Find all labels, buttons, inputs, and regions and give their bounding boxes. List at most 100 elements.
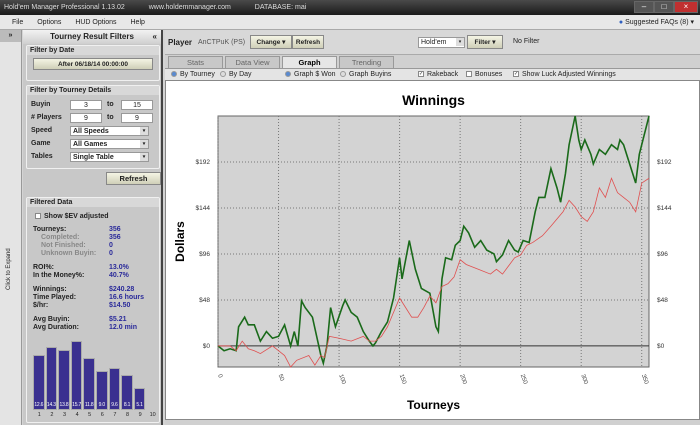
game-type-select[interactable]: Hold'em ▾ (418, 37, 465, 48)
y-tick-label-left: $0 (203, 343, 211, 350)
speed-select[interactable]: All Speeds ▾ (70, 126, 149, 136)
tab-data-view[interactable]: Data View (225, 56, 280, 68)
luck-adjusted-line (218, 177, 650, 368)
tab-stats[interactable]: Stats (168, 56, 223, 68)
menu-help[interactable]: Help (130, 19, 145, 26)
maximize-button[interactable]: □ (654, 1, 674, 13)
change-player-button[interactable]: Change ▾ (250, 35, 292, 49)
expand-arrow[interactable]: » (0, 30, 21, 42)
histogram-value-label: 14.3 (46, 402, 56, 408)
x-tick-label: 100 (337, 374, 346, 386)
y-tick-label-right: $192 (657, 159, 672, 166)
by-day-radio[interactable]: By Day (220, 69, 252, 81)
close-button[interactable]: × (674, 1, 698, 13)
y-tick-label-right: $96 (657, 251, 668, 258)
stat-value: $14.50 (109, 302, 131, 309)
y-tick-label-left: $192 (196, 159, 211, 166)
game-select[interactable]: All Games ▾ (70, 139, 149, 149)
stat-label: Time Played: (33, 294, 77, 301)
y-tick-label-left: $144 (196, 205, 211, 212)
histogram-bar (96, 370, 108, 410)
histogram-value-label: 5.1 (136, 402, 143, 408)
plot-area (217, 115, 650, 368)
stat-value: 0 (109, 250, 113, 257)
x-tick-label: 0 (216, 374, 223, 380)
stat-label: Completed: (41, 234, 80, 241)
histogram-value-label: 8.1 (123, 402, 131, 408)
app-title: Hold'em Manager Professional 1.13.02 (4, 4, 125, 11)
stat-label: Not Finished: (41, 242, 86, 249)
players-to-input[interactable]: 9 (121, 113, 153, 123)
histogram-value-label: 15.7 (72, 402, 82, 408)
winnings-chart: Winnings Tourneys Dollars 0 50 100 150 200 250 30… (165, 80, 700, 420)
filter-button[interactable]: Filter ▾ (467, 35, 503, 49)
histogram-bar (83, 358, 95, 410)
filter-status: No Filter (513, 38, 540, 45)
stat-label: In the Money%: (33, 272, 85, 279)
histogram-value-label: 11.8 (84, 402, 94, 408)
graph-won-radio[interactable]: Graph $ Won (285, 69, 336, 81)
player-name: AnCTPuK (PS) (198, 39, 246, 46)
help-icon: ● (618, 19, 624, 26)
refresh-button[interactable]: Refresh (292, 35, 324, 49)
stat-label: Winnings: (33, 286, 67, 293)
x-tick-label: 300 (579, 374, 588, 386)
dropdown-arrow-icon: ▾ (140, 127, 148, 135)
collapse-button[interactable]: « (152, 32, 157, 41)
sidebar-strip[interactable]: » Click to Expand (0, 30, 22, 425)
y-tick-label-left: $48 (199, 297, 210, 304)
histogram-position-label: 3 (62, 412, 67, 418)
stat-label: Tourneys: (33, 226, 67, 233)
by-tourney-radio[interactable]: By Tourney (171, 69, 215, 81)
histogram-bar (58, 349, 70, 410)
refresh-filters-button[interactable]: Refresh (106, 172, 161, 185)
show-ev-checkbox[interactable]: Show $EV adjusted (35, 213, 109, 220)
suggested-faqs[interactable]: ● Suggested FAQs (8) ▾ (618, 19, 694, 26)
graph-buyins-radio[interactable]: Graph Buyins (340, 69, 391, 81)
x-tick-label: 250 (519, 374, 528, 386)
buyin-from-input[interactable]: 3 (70, 100, 102, 110)
x-tick-label: 200 (458, 374, 467, 386)
histogram-position-label: 8 (125, 412, 130, 418)
site-url: www.holdemmanager.com (148, 4, 231, 11)
minimize-button[interactable]: – (634, 1, 654, 13)
chart-svg: Winnings Tourneys Dollars 0 50 100 150 200 250 30… (173, 92, 672, 412)
filter-by-date: Filter by Date After 06/18/14 00:00:00 (26, 45, 160, 81)
player-bar: Player AnCTPuK (PS) Change ▾ Refresh Hol… (165, 30, 700, 55)
histogram-position-label: 9 (138, 412, 142, 418)
rakeback-checkbox[interactable]: ✓ Rakeback (418, 71, 459, 78)
luck-adjusted-checkbox[interactable]: ✓ Show Luck Adjusted Winnings (513, 71, 616, 78)
bonuses-checkbox[interactable]: Bonuses (466, 69, 502, 81)
menu-hud-options[interactable]: HUD Options (75, 19, 117, 26)
tab-graph[interactable]: Graph (282, 56, 337, 68)
winnings-line (217, 115, 650, 367)
y-tick-label-right: $144 (657, 205, 672, 212)
tab-trending[interactable]: Trending (339, 56, 394, 68)
stat-label: Unknown Buyin: (41, 250, 97, 257)
click-to-expand[interactable]: Click to Expand (6, 248, 12, 290)
stat-value: 16.6 hours (109, 294, 145, 301)
stat-value: 0 (109, 242, 113, 249)
tables-select[interactable]: Single Table ▾ (70, 152, 149, 162)
stat-label: $/hr: (33, 302, 49, 309)
date-filter-button[interactable]: After 06/18/14 00:00:00 (33, 58, 153, 70)
y-axis-label: Dollars (173, 221, 187, 262)
panel-header: Tourney Result Filters « (23, 30, 161, 44)
y-tick-label-left: $96 (199, 251, 210, 258)
dropdown-arrow-icon: ▾ (456, 38, 464, 46)
histogram-bar (33, 354, 45, 410)
graph-options: By Tourney By Day Graph $ Won Graph Buyi… (165, 68, 700, 80)
x-tick-label: 350 (640, 374, 649, 386)
players-from-input[interactable]: 9 (70, 113, 102, 123)
histogram-position-label: 1 (37, 412, 41, 418)
menu-file[interactable]: File (12, 19, 24, 26)
database-name: DATABASE: mai (254, 4, 307, 11)
stat-label: Avg Buyin: (33, 316, 70, 323)
title-bar: Hold'em Manager Professional 1.13.02 www… (0, 0, 700, 15)
histogram-bar (45, 347, 58, 410)
histogram-position-label: 2 (50, 412, 54, 418)
menu-options[interactable]: Options (37, 19, 62, 26)
histogram-position-label: 5 (88, 412, 92, 418)
buyin-to-input[interactable]: 15 (121, 100, 153, 110)
chart-title: Winnings (402, 92, 465, 108)
